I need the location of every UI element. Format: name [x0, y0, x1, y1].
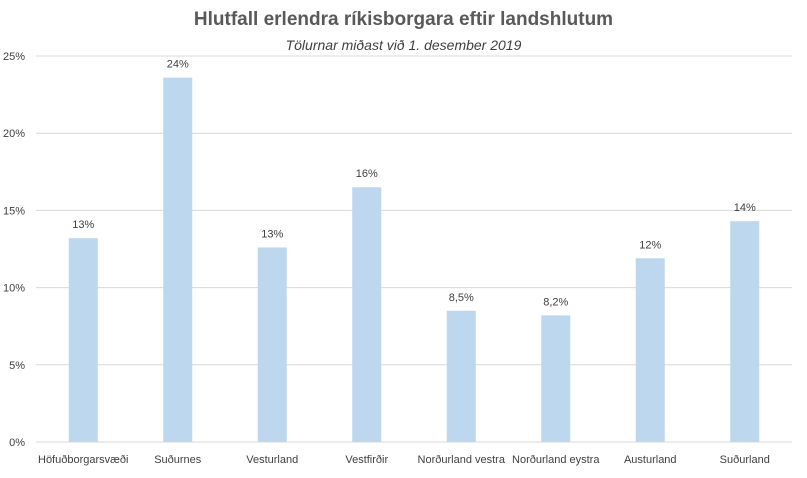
bar [163, 77, 193, 442]
data-label: 8,2% [543, 296, 568, 308]
x-axis: Höfuðborgarsvæði Suðurnes Vesturland Vestfi… [38, 454, 770, 466]
y-tick-label: 10% [3, 283, 25, 295]
data-label: 13% [72, 219, 94, 231]
y-axis: 0% 5% 10% 15% 20% 25% [3, 51, 25, 449]
bar [541, 315, 571, 442]
data-label: 24% [167, 59, 189, 71]
data-label: 8,5% [449, 292, 474, 304]
x-tick-label: Vesturland [246, 454, 298, 466]
x-tick-label: Norðurland vestra [418, 454, 506, 466]
x-tick-label: Höfuðborgarsvæði [38, 454, 129, 466]
bar [68, 238, 98, 442]
gridlines [36, 55, 792, 443]
bar [635, 258, 665, 442]
y-tick-label: 0% [9, 437, 25, 449]
y-tick-label: 15% [3, 205, 25, 217]
data-label: 14% [734, 202, 756, 214]
bar [352, 187, 382, 442]
x-tick-label: Vestfirðir [345, 454, 388, 466]
y-tick-label: 20% [3, 128, 25, 140]
bar [730, 221, 760, 442]
data-label: 12% [639, 239, 661, 251]
chart-title: Hlutfall erlendra ríkisborgara eftir lan… [193, 9, 614, 30]
x-tick-label: Norðurland eystra [512, 454, 600, 466]
bar [257, 247, 287, 442]
x-tick-label: Austurland [624, 454, 677, 466]
data-labels: 13% 24% 13% 16% 8,5% 8,2% 12% 14% [72, 59, 756, 309]
data-label: 13% [261, 228, 283, 240]
chart-subtitle: Tölurnar miðast við 1. desember 2019 [285, 37, 522, 53]
y-tick-label: 5% [9, 360, 25, 372]
x-tick-label: Suðurland [720, 454, 770, 466]
x-tick-label: Suðurnes [154, 454, 202, 466]
data-label: 16% [356, 168, 378, 180]
bar [446, 310, 476, 442]
y-tick-label: 25% [3, 51, 25, 63]
bars [68, 77, 760, 442]
